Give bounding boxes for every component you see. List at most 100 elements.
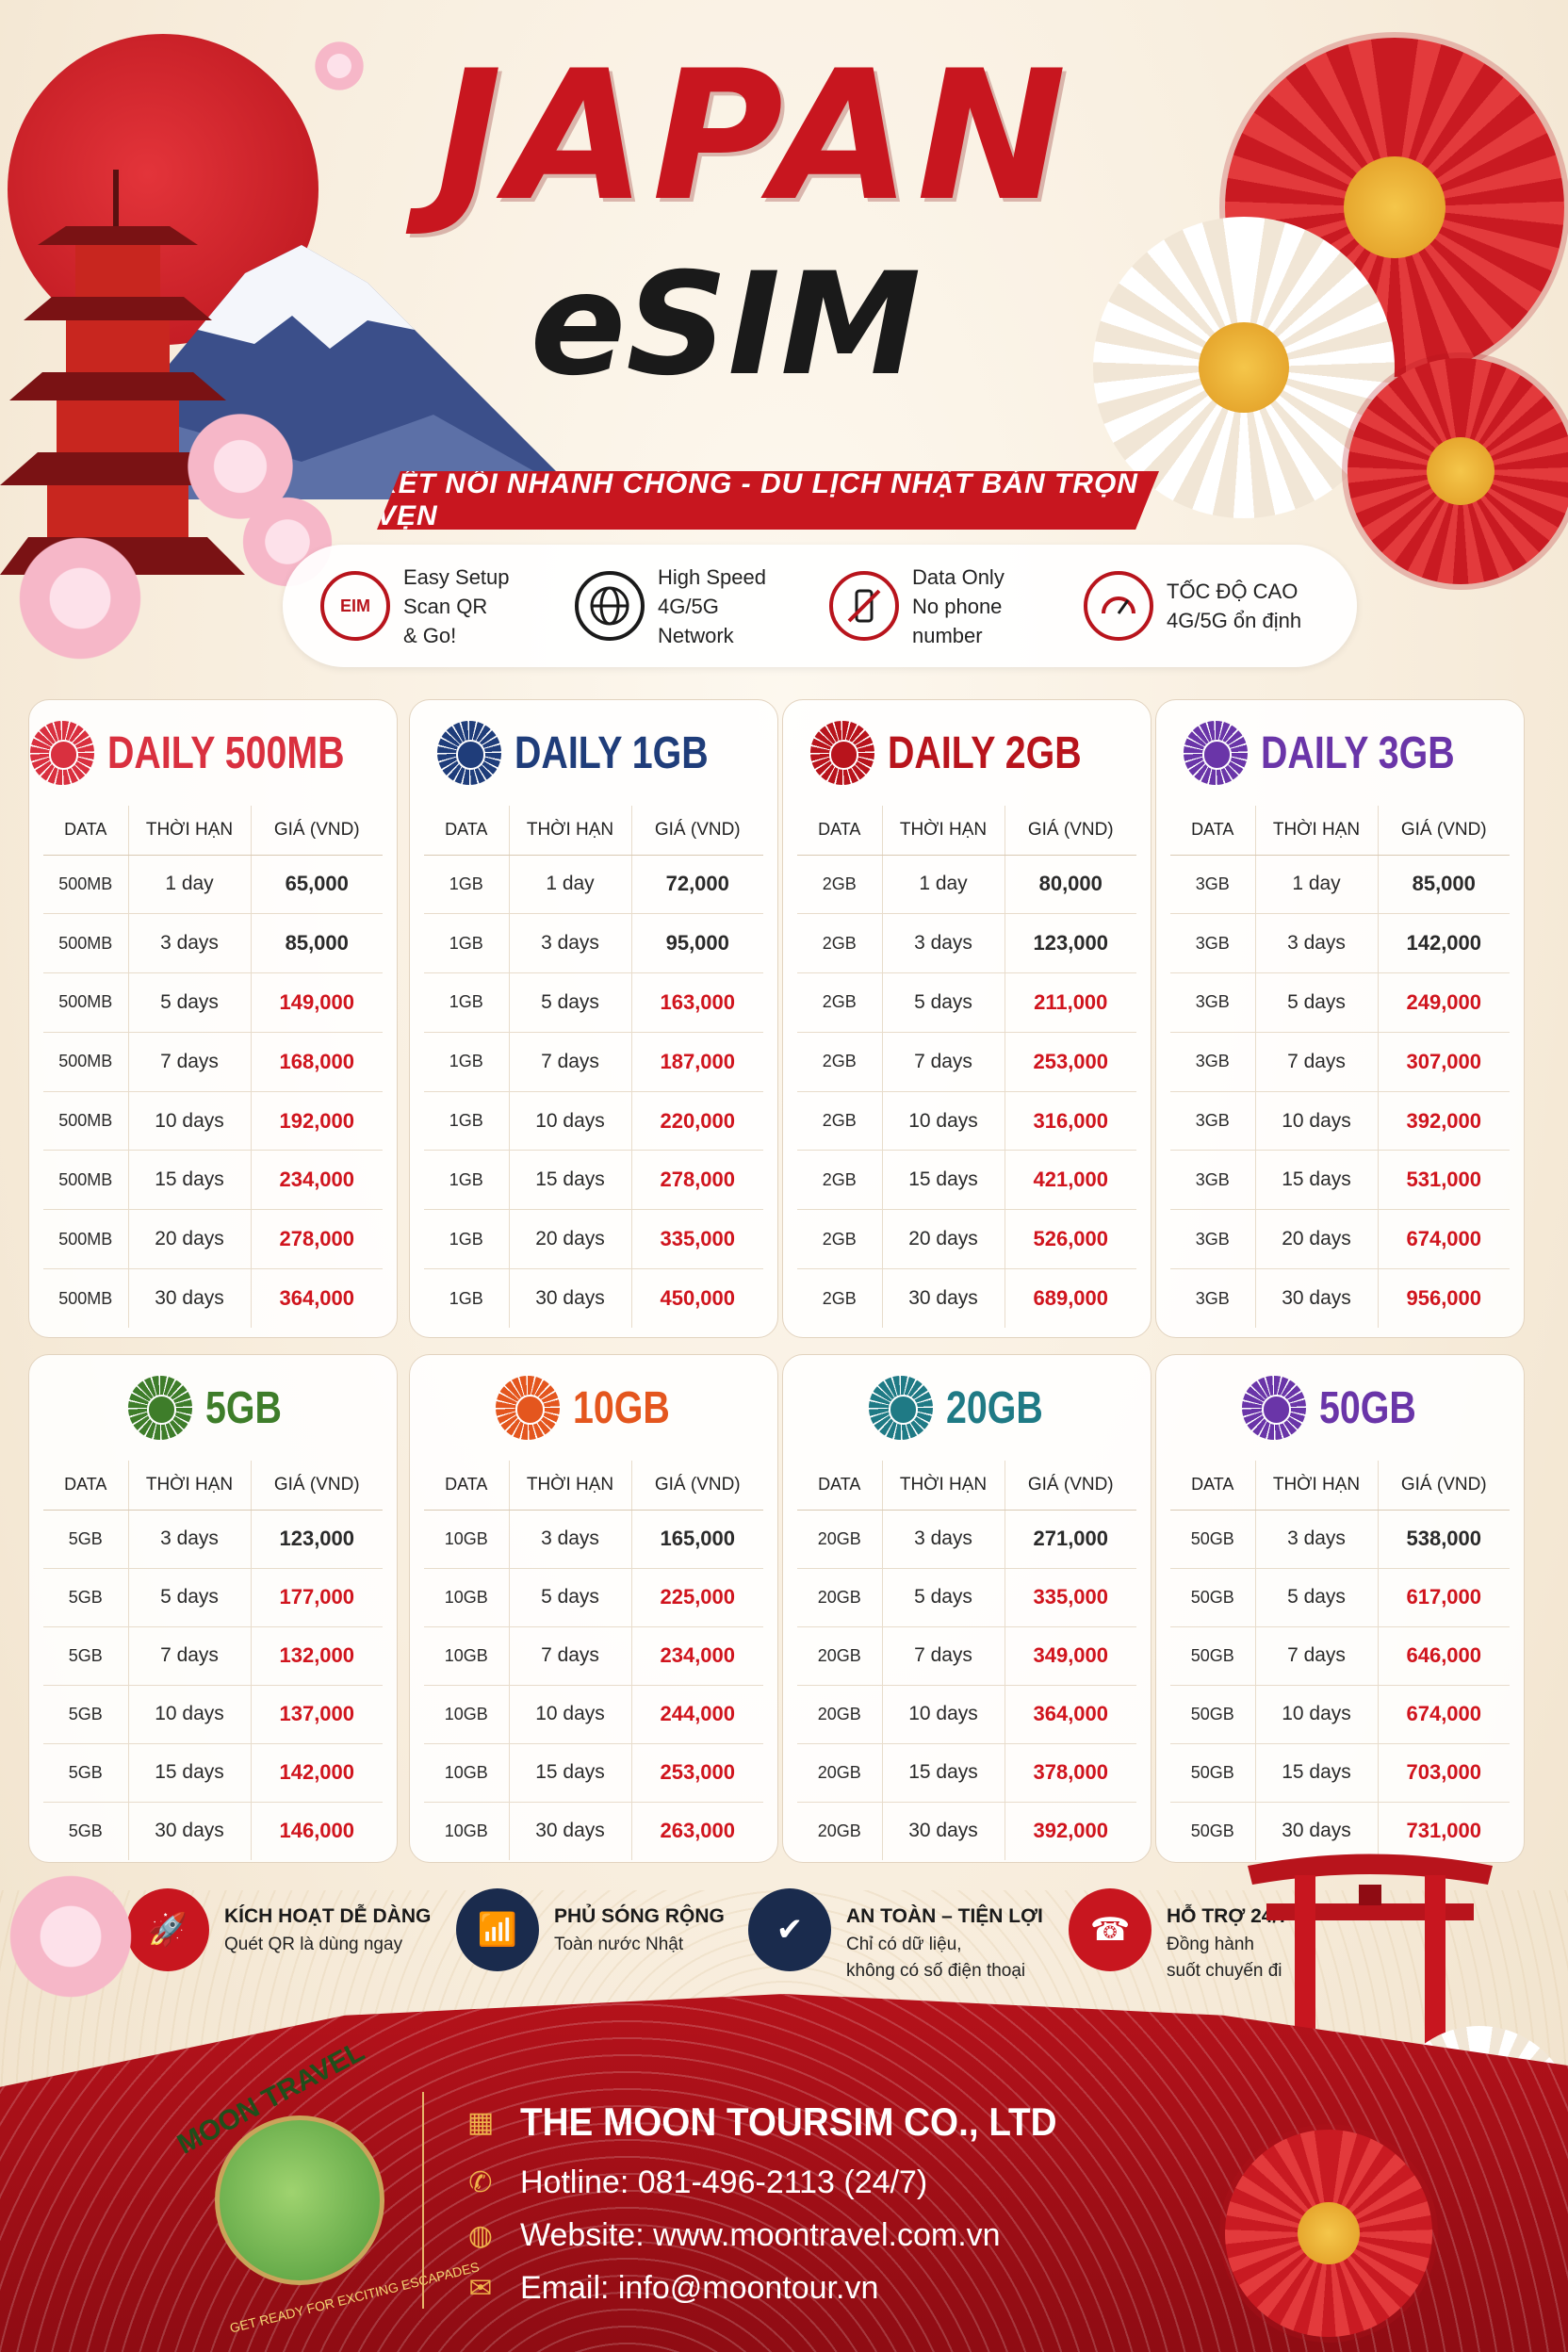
- table-row[interactable]: 2GB 30 days 689,000: [797, 1268, 1136, 1329]
- chrysanthemum-icon: [29, 721, 94, 785]
- email-row[interactable]: ✉ Email: info@moontour.vn: [462, 2269, 878, 2307]
- website-row[interactable]: ◍ Website: www.moontravel.com.vn: [462, 2216, 1001, 2254]
- table-row[interactable]: 500MB 10 days 192,000: [43, 1091, 383, 1152]
- table-row[interactable]: 2GB 3 days 123,000: [797, 913, 1136, 974]
- table-row[interactable]: 5GB 7 days 132,000: [43, 1626, 383, 1686]
- table-row[interactable]: 1GB 5 days 163,000: [424, 972, 763, 1033]
- table-row[interactable]: 2GB 20 days 526,000: [797, 1209, 1136, 1270]
- column-header: THỜI HẠN: [1255, 806, 1379, 856]
- price-cell: 123,000: [1004, 913, 1136, 974]
- column-header: THỜI HẠN: [128, 1461, 252, 1511]
- feature-easy-setup: EIM Easy Setup Scan QR & Go!: [320, 563, 556, 650]
- chrysanthemum-icon: [496, 1376, 561, 1440]
- table-row[interactable]: 500MB 1 day 65,000: [43, 855, 383, 915]
- table-row[interactable]: 10GB 7 days 234,000: [424, 1626, 763, 1686]
- data-cell: 1GB: [424, 1209, 510, 1270]
- table-row[interactable]: 5GB 10 days 137,000: [43, 1685, 383, 1744]
- table-row[interactable]: 500MB 15 days 234,000: [43, 1150, 383, 1211]
- cherry-blossom: [9, 528, 151, 669]
- column-header: GIÁ (VND): [1004, 806, 1136, 856]
- cherry-blossom: [0, 1866, 141, 2007]
- table-row[interactable]: 1GB 20 days 335,000: [424, 1209, 763, 1270]
- globe-icon: ◍: [467, 2219, 494, 2251]
- data-cell: 20GB: [797, 1510, 883, 1569]
- data-cell: 1GB: [424, 1268, 510, 1329]
- table-row[interactable]: 20GB 10 days 364,000: [797, 1685, 1136, 1744]
- data-cell: 3GB: [1170, 1150, 1256, 1211]
- table-row[interactable]: 20GB 3 days 271,000: [797, 1510, 1136, 1569]
- table-row[interactable]: 20GB 15 days 378,000: [797, 1743, 1136, 1803]
- table-row[interactable]: 2GB 10 days 316,000: [797, 1091, 1136, 1152]
- price-table: DATA THỜI HẠN GIÁ (VND) 50GB 3 days 538,000 50…: [1170, 1461, 1510, 1860]
- table-row[interactable]: 50GB 3 days 538,000: [1170, 1510, 1510, 1569]
- table-header-row: DATA THỜI HẠN GIÁ (VND): [797, 1461, 1136, 1511]
- page-title: JAPAN: [435, 32, 1072, 240]
- data-cell: 3GB: [1170, 972, 1256, 1033]
- email-link[interactable]: Email: info@moontour.vn: [520, 2269, 879, 2306]
- price-cell: 450,000: [660, 1286, 736, 1311]
- table-row[interactable]: 500MB 20 days 278,000: [43, 1209, 383, 1270]
- table-row[interactable]: 1GB 1 day 72,000: [424, 855, 763, 915]
- duration-cell: 20 days: [1255, 1209, 1379, 1270]
- table-row[interactable]: 20GB 7 days 349,000: [797, 1626, 1136, 1686]
- table-row[interactable]: 2GB 15 days 421,000: [797, 1150, 1136, 1211]
- duration-cell: 30 days: [509, 1802, 632, 1860]
- benefit-title: HỖ TRỢ 24/7: [1167, 1905, 1289, 1927]
- table-row[interactable]: 3GB 10 days 392,000: [1170, 1091, 1510, 1152]
- price-table: DATA THỜI HẠN GIÁ (VND) 2GB 1 day 80,000 2GB 3 …: [797, 806, 1136, 1329]
- table-row[interactable]: 10GB 5 days 225,000: [424, 1568, 763, 1627]
- table-row[interactable]: 50GB 15 days 703,000: [1170, 1743, 1510, 1803]
- data-cell: 500MB: [43, 855, 129, 915]
- table-row[interactable]: 3GB 3 days 142,000: [1170, 913, 1510, 974]
- table-row[interactable]: 50GB 30 days 731,000: [1170, 1802, 1510, 1860]
- website-link[interactable]: Website: www.moontravel.com.vn: [520, 2216, 1001, 2253]
- table-row[interactable]: 2GB 5 days 211,000: [797, 972, 1136, 1033]
- table-row[interactable]: 3GB 7 days 307,000: [1170, 1032, 1510, 1092]
- table-row[interactable]: 500MB 5 days 149,000: [43, 972, 383, 1033]
- table-row[interactable]: 3GB 15 days 531,000: [1170, 1150, 1510, 1211]
- table-row[interactable]: 50GB 7 days 646,000: [1170, 1626, 1510, 1686]
- moon-travel-logo[interactable]: [215, 2115, 384, 2285]
- table-row[interactable]: 2GB 1 day 80,000: [797, 855, 1136, 915]
- cherry-blossom: [311, 38, 368, 94]
- data-cell: 20GB: [797, 1743, 883, 1803]
- table-row[interactable]: 20GB 5 days 335,000: [797, 1568, 1136, 1627]
- table-row[interactable]: 3GB 5 days 249,000: [1170, 972, 1510, 1033]
- data-cell: 1GB: [424, 1091, 510, 1152]
- table-row[interactable]: 500MB 30 days 364,000: [43, 1268, 383, 1329]
- table-row[interactable]: 5GB 5 days 177,000: [43, 1568, 383, 1627]
- table-row[interactable]: 500MB 7 days 168,000: [43, 1032, 383, 1092]
- data-cell: 20GB: [797, 1568, 883, 1627]
- table-row[interactable]: 10GB 3 days 165,000: [424, 1510, 763, 1569]
- table-row[interactable]: 3GB 30 days 956,000: [1170, 1268, 1510, 1329]
- table-row[interactable]: 1GB 15 days 278,000: [424, 1150, 763, 1211]
- table-row[interactable]: 1GB 30 days 450,000: [424, 1268, 763, 1329]
- table-row[interactable]: 10GB 15 days 253,000: [424, 1743, 763, 1803]
- plan-card-header: DAILY 3GB: [1156, 700, 1524, 806]
- hotline-row[interactable]: ✆ Hotline: 081-496-2113 (24/7): [462, 2164, 927, 2201]
- price-cell: 72,000: [631, 855, 763, 915]
- table-row[interactable]: 50GB 5 days 617,000: [1170, 1568, 1510, 1627]
- table-row[interactable]: 5GB 15 days 142,000: [43, 1743, 383, 1803]
- table-row[interactable]: 500MB 3 days 85,000: [43, 913, 383, 974]
- data-cell: 2GB: [797, 855, 883, 915]
- data-cell: 500MB: [43, 972, 129, 1033]
- table-row[interactable]: 10GB 10 days 244,000: [424, 1685, 763, 1744]
- price-cell: 80,000: [1004, 855, 1136, 915]
- table-row[interactable]: 1GB 10 days 220,000: [424, 1091, 763, 1152]
- column-header: THỜI HẠN: [882, 1461, 1005, 1511]
- table-row[interactable]: 3GB 1 day 85,000: [1170, 855, 1510, 915]
- benefit-item: ☎ HỖ TRỢ 24/7 Đồng hành suốt chuyến đi: [1069, 1888, 1289, 1984]
- table-row[interactable]: 3GB 20 days 674,000: [1170, 1209, 1510, 1270]
- table-row[interactable]: 1GB 7 days 187,000: [424, 1032, 763, 1092]
- plan-card: DAILY 1GB DATA THỜI HẠN GIÁ (VND) 1GB 1 day 72…: [409, 699, 778, 1338]
- hotline-text[interactable]: Hotline: 081-496-2113 (24/7): [520, 2164, 928, 2200]
- table-row[interactable]: 1GB 3 days 95,000: [424, 913, 763, 974]
- table-row[interactable]: 50GB 10 days 674,000: [1170, 1685, 1510, 1744]
- duration-cell: 5 days: [882, 1568, 1005, 1627]
- table-row[interactable]: 20GB 30 days 392,000: [797, 1802, 1136, 1860]
- table-row[interactable]: 5GB 3 days 123,000: [43, 1510, 383, 1569]
- table-row[interactable]: 2GB 7 days 253,000: [797, 1032, 1136, 1092]
- table-row[interactable]: 10GB 30 days 263,000: [424, 1802, 763, 1860]
- table-row[interactable]: 5GB 30 days 146,000: [43, 1802, 383, 1860]
